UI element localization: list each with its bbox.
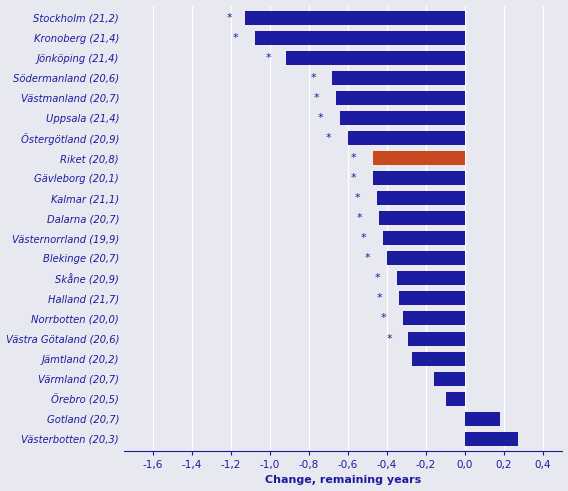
Text: *: * [355, 193, 361, 203]
Bar [397, 272, 465, 285]
Text: *: * [318, 113, 324, 123]
Text: *: * [265, 53, 271, 63]
Bar [465, 412, 500, 426]
Text: *: * [374, 273, 380, 283]
Bar [434, 372, 465, 385]
Bar [445, 392, 465, 406]
Bar [465, 432, 517, 446]
Bar [373, 151, 465, 165]
Bar [379, 211, 465, 225]
Text: *: * [381, 313, 386, 324]
Bar [412, 352, 465, 366]
Bar [408, 331, 465, 346]
Bar [377, 191, 465, 205]
Text: *: * [310, 73, 316, 83]
Bar [336, 91, 465, 105]
Text: *: * [314, 93, 320, 103]
Bar [245, 11, 465, 25]
Text: *: * [386, 333, 392, 344]
X-axis label: Change, remaining years: Change, remaining years [265, 475, 421, 486]
Text: *: * [232, 32, 238, 43]
Text: *: * [227, 13, 232, 23]
Bar [373, 171, 465, 185]
Bar [383, 231, 465, 246]
Text: *: * [351, 173, 357, 183]
Text: *: * [361, 233, 366, 243]
Bar [286, 51, 465, 65]
Bar [403, 311, 465, 326]
Text: *: * [365, 253, 370, 263]
Bar [348, 131, 465, 145]
Bar [254, 30, 465, 45]
Bar [340, 111, 465, 125]
Bar [387, 251, 465, 265]
Text: *: * [351, 153, 357, 163]
Bar [399, 291, 465, 305]
Text: *: * [377, 294, 382, 303]
Text: *: * [357, 213, 362, 223]
Text: *: * [326, 133, 331, 143]
Bar [332, 71, 465, 85]
